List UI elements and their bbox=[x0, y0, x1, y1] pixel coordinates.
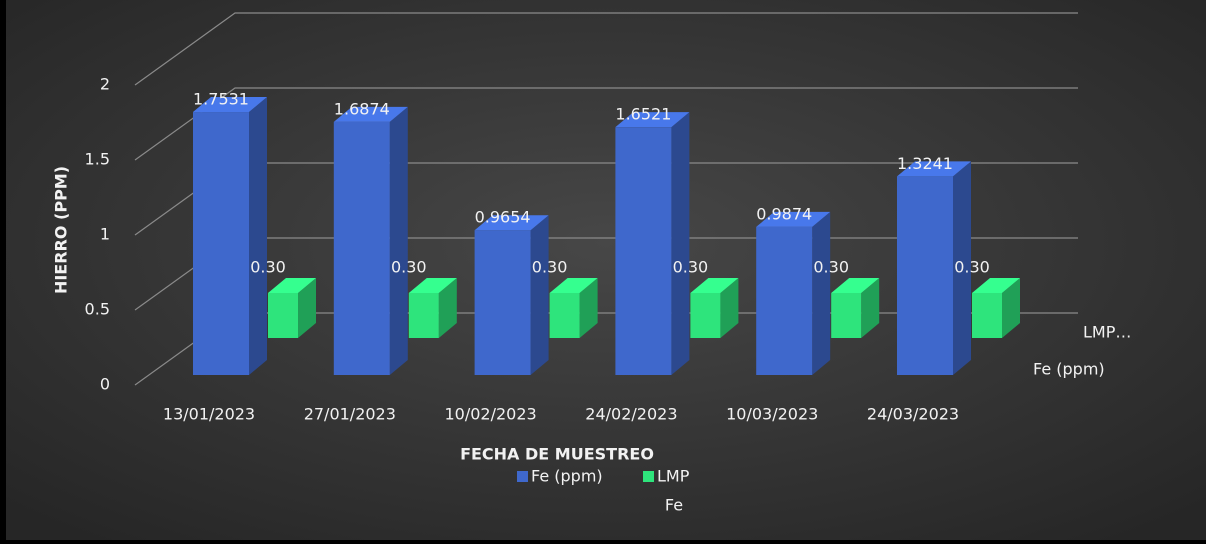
bar-front bbox=[549, 293, 580, 338]
bar-front bbox=[408, 293, 439, 338]
bar bbox=[268, 278, 316, 338]
bar-side bbox=[720, 278, 739, 338]
y-tick-label: 1 bbox=[100, 225, 110, 244]
bar-side bbox=[389, 106, 408, 375]
bar-top bbox=[972, 278, 1020, 293]
grid-line bbox=[134, 12, 1078, 86]
bar-front bbox=[268, 293, 298, 338]
bar-top bbox=[549, 278, 598, 293]
data-label: 1.6874 bbox=[334, 99, 390, 118]
data-label: 0.30 bbox=[813, 258, 849, 277]
bar-front bbox=[615, 127, 672, 375]
bar-front bbox=[333, 121, 390, 375]
bar-top bbox=[756, 211, 831, 227]
bar-top bbox=[690, 278, 739, 293]
bar-front bbox=[193, 112, 249, 375]
grid-line bbox=[134, 87, 1078, 161]
bar-side bbox=[530, 215, 549, 375]
x-tick-label: 24/03/2023 bbox=[867, 405, 959, 424]
bar bbox=[615, 112, 690, 375]
y-axis-title: HIERRO (PPM) bbox=[52, 166, 71, 294]
bar-top bbox=[268, 278, 316, 293]
bar bbox=[897, 161, 971, 375]
bar-side bbox=[953, 161, 971, 375]
bar bbox=[831, 278, 880, 338]
bar-top bbox=[897, 161, 971, 177]
bar-side bbox=[671, 112, 690, 375]
x-tick-label: 24/02/2023 bbox=[585, 405, 677, 424]
data-label: 0.9654 bbox=[475, 208, 531, 227]
legend-label: Fe (ppm) bbox=[531, 467, 603, 486]
data-label: 0.30 bbox=[954, 258, 990, 277]
bar-top bbox=[831, 278, 880, 293]
data-label: 0.30 bbox=[250, 258, 286, 277]
y-tick-label: 0 bbox=[100, 375, 110, 394]
bar bbox=[972, 278, 1020, 338]
bar bbox=[408, 278, 457, 338]
bar bbox=[690, 278, 739, 338]
legend-swatch bbox=[517, 471, 528, 482]
bar-top bbox=[474, 215, 549, 231]
data-label: 0.9874 bbox=[756, 204, 812, 223]
depth-label: Fe (ppm) bbox=[1033, 360, 1105, 379]
data-label: 1.6521 bbox=[615, 105, 671, 124]
legend-note: Fe bbox=[665, 496, 683, 515]
x-tick-label: 10/03/2023 bbox=[726, 405, 818, 424]
bar-front bbox=[474, 230, 531, 375]
data-label: 0.30 bbox=[673, 258, 709, 277]
x-tick-label: 10/02/2023 bbox=[444, 405, 536, 424]
bar-side bbox=[1002, 278, 1020, 338]
bar-top bbox=[193, 97, 267, 113]
bar-side bbox=[812, 211, 831, 375]
bar bbox=[474, 215, 549, 375]
bar-front bbox=[831, 293, 862, 338]
x-axis-title: FECHA DE MUESTREO bbox=[460, 445, 654, 464]
bar-top bbox=[615, 112, 690, 128]
bar-side bbox=[579, 278, 598, 338]
bar-front bbox=[897, 176, 953, 375]
bar-top bbox=[408, 278, 457, 293]
x-tick-label: 13/01/2023 bbox=[163, 405, 255, 424]
data-label: 1.3241 bbox=[897, 154, 953, 173]
bar-side bbox=[249, 97, 267, 375]
bar bbox=[549, 278, 598, 338]
y-tick-label: 0.5 bbox=[85, 300, 110, 319]
bar bbox=[333, 106, 408, 375]
bar-top bbox=[333, 106, 408, 122]
data-label: 0.30 bbox=[391, 258, 427, 277]
y-tick-label: 1.5 bbox=[85, 150, 110, 169]
bar-front bbox=[690, 293, 721, 338]
data-label: 1.7531 bbox=[193, 90, 249, 109]
y-tick-label: 2 bbox=[100, 75, 110, 94]
bar-front bbox=[756, 226, 813, 375]
x-tick-label: 27/01/2023 bbox=[304, 405, 396, 424]
bar-front bbox=[972, 293, 1002, 338]
legend-swatch bbox=[643, 471, 654, 482]
bar-side bbox=[438, 278, 457, 338]
legend-label: LMP bbox=[657, 467, 690, 486]
data-label: 0.30 bbox=[532, 258, 568, 277]
bar bbox=[193, 97, 267, 375]
bar-side bbox=[861, 278, 880, 338]
bar bbox=[756, 211, 831, 375]
bar-side bbox=[298, 278, 316, 338]
depth-label: LMP… bbox=[1083, 323, 1131, 342]
